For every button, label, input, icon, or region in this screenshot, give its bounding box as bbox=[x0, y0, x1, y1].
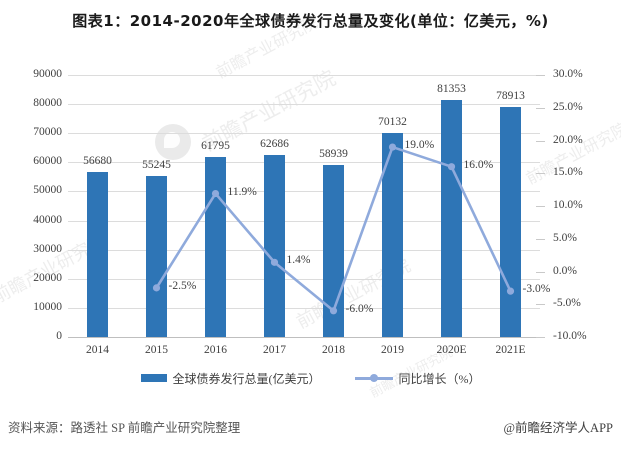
legend: 全球债券发行总量(亿美元） 同比增长（%） bbox=[0, 369, 621, 387]
bar-series-swatch-icon bbox=[140, 374, 167, 382]
right-axis-tick bbox=[536, 238, 545, 240]
legend-item-line: 同比增长（%） bbox=[354, 370, 481, 387]
bar-value-label: 56680 bbox=[83, 154, 112, 167]
bar-2020E bbox=[441, 100, 462, 337]
x-axis-line bbox=[68, 337, 540, 338]
right-axis-tick-label: 25.0% bbox=[553, 100, 583, 113]
right-axis-tick-label: 30.0% bbox=[553, 68, 583, 80]
bar-value-label: 58939 bbox=[319, 148, 348, 161]
bar-value-label: 78913 bbox=[496, 90, 525, 103]
growth-value-label: 11.9% bbox=[227, 185, 257, 198]
gridline bbox=[68, 133, 540, 135]
left-axis-tick-label: 0 bbox=[56, 330, 62, 342]
bar-value-label: 70132 bbox=[378, 115, 407, 128]
line-marker bbox=[152, 284, 161, 292]
right-axis-tick-label: 20.0% bbox=[553, 133, 583, 146]
right-axis-tick bbox=[536, 107, 545, 109]
right-axis-tick bbox=[536, 271, 545, 273]
line-series-label: 同比增长（%） bbox=[398, 371, 481, 386]
left-axis-tick-label: 40000 bbox=[33, 213, 62, 226]
legend-item-bar: 全球债券发行总量(亿美元） bbox=[140, 370, 321, 387]
left-axis-tick-label: 10000 bbox=[33, 300, 62, 313]
bar-value-label: 62686 bbox=[260, 137, 289, 150]
gridline bbox=[68, 307, 540, 309]
growth-value-label: 16.0% bbox=[463, 158, 494, 171]
right-axis-tick bbox=[536, 140, 545, 142]
right-axis-tick bbox=[536, 304, 545, 306]
bar-2015 bbox=[146, 176, 167, 337]
growth-line bbox=[152, 143, 515, 315]
right-axis-tick-label: 0.0% bbox=[553, 264, 577, 277]
growth-value-label: -2.5% bbox=[168, 279, 197, 292]
x-axis-label: 2021E bbox=[495, 344, 526, 356]
right-axis-tick-label: 15.0% bbox=[553, 166, 583, 179]
x-axis-label: 2017 bbox=[263, 344, 286, 356]
bar-2017 bbox=[264, 154, 285, 337]
x-axis-label: 2016 bbox=[204, 344, 227, 356]
x-axis-label: 2020E bbox=[436, 344, 467, 356]
left-axis-tick-label: 60000 bbox=[33, 155, 62, 168]
left-axis-tick-label: 80000 bbox=[33, 97, 62, 110]
gridline bbox=[68, 191, 540, 193]
line-marker bbox=[211, 189, 220, 198]
bar-2014 bbox=[87, 171, 108, 337]
line-series-swatch-icon bbox=[354, 374, 393, 382]
gridline bbox=[68, 220, 540, 222]
left-axis-tick-label: 50000 bbox=[33, 184, 62, 197]
left-axis-tick-label: 30000 bbox=[33, 242, 62, 255]
x-axis-label: 2014 bbox=[86, 344, 109, 356]
bar-series-label: 全球债券发行总量(亿美元） bbox=[172, 371, 321, 386]
left-axis-tick-label: 90000 bbox=[33, 68, 62, 80]
plot-area: 56680 55245 61795 62686 58939 70132 81353 78913… bbox=[68, 75, 550, 338]
right-axis-tick-label: -5.0% bbox=[553, 297, 581, 310]
growth-value-label: -3.0% bbox=[522, 283, 551, 296]
right-axis-tick-label: 5.0% bbox=[553, 231, 577, 244]
bar-value-label: 81353 bbox=[437, 83, 466, 96]
growth-value-label: 19.0% bbox=[404, 139, 435, 152]
gridline bbox=[68, 75, 540, 76]
x-axis-label: 2018 bbox=[322, 344, 345, 356]
source-text: 资料来源：路透社 SP 前瞻产业研究院整理 bbox=[8, 421, 241, 435]
right-axis-tick bbox=[536, 337, 545, 338]
chart-title: 图表1：2014-2020年全球债券发行总量及变化(单位：亿美元，%) bbox=[72, 12, 549, 30]
line-marker bbox=[329, 307, 338, 315]
gridline bbox=[68, 249, 540, 251]
x-axis-label: 2015 bbox=[145, 344, 168, 356]
line-marker bbox=[506, 287, 515, 295]
right-axis-tick bbox=[536, 173, 545, 175]
x-axis-label: 2019 bbox=[381, 344, 404, 356]
right-axis-tick bbox=[536, 206, 545, 207]
right-axis-tick-label: 10.0% bbox=[553, 199, 583, 211]
left-axis-tick-label: 70000 bbox=[33, 126, 62, 139]
line-marker bbox=[447, 163, 456, 171]
bar-2019 bbox=[382, 132, 403, 337]
bar-value-label: 55245 bbox=[142, 159, 171, 172]
right-axis-tick-label: -10.0% bbox=[553, 330, 587, 342]
gridline bbox=[68, 162, 540, 164]
gridline bbox=[68, 278, 540, 280]
footer: 资料来源：路透社 SP 前瞻产业研究院整理 @前瞻经济学人APP bbox=[0, 417, 621, 437]
right-axis-tick bbox=[536, 75, 545, 76]
credit-text: @前瞻经济学人APP bbox=[503, 421, 613, 435]
growth-value-label: 1.4% bbox=[286, 254, 311, 267]
bar-value-label: 61795 bbox=[201, 140, 230, 153]
growth-value-label: -6.0% bbox=[345, 302, 374, 315]
line-marker bbox=[388, 143, 397, 151]
line-marker bbox=[270, 258, 279, 266]
left-axis-tick-label: 20000 bbox=[33, 271, 62, 284]
gridline bbox=[68, 104, 540, 106]
